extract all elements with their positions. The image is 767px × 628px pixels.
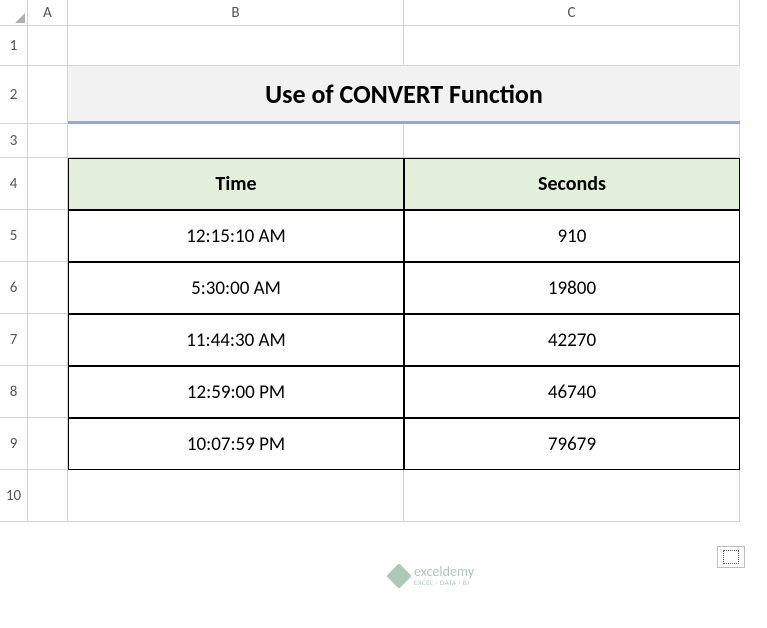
row-header-4[interactable]: 4 [0,158,28,210]
table-header-time[interactable]: Time [68,158,404,210]
cell-seconds-3[interactable]: 46740 [404,366,740,418]
col-header-c[interactable]: C [404,0,740,26]
cell-a9[interactable] [28,418,68,470]
cell-b1[interactable] [68,26,404,66]
cell-c10[interactable] [404,470,740,522]
row-header-1[interactable]: 1 [0,26,28,66]
row-header-3[interactable]: 3 [0,124,28,158]
table-header-seconds[interactable]: Seconds [404,158,740,210]
col-header-a[interactable]: A [28,0,68,26]
cell-a5[interactable] [28,210,68,262]
cell-a4[interactable] [28,158,68,210]
cell-seconds-4[interactable]: 79679 [404,418,740,470]
cell-c1[interactable] [404,26,740,66]
cell-time-0[interactable]: 12:15:10 AM [68,210,404,262]
cell-a10[interactable] [28,470,68,522]
watermark: exceldemy EXCEL · DATA · BI [390,565,474,586]
cell-a6[interactable] [28,262,68,314]
cell-seconds-2[interactable]: 42270 [404,314,740,366]
spreadsheet-grid: A B C 1 2 Use of CONVERT Function 3 4 Ti… [0,0,767,522]
cell-c3[interactable] [404,124,740,158]
cell-time-1[interactable]: 5:30:00 AM [68,262,404,314]
select-all-corner[interactable] [0,0,28,26]
cell-b3[interactable] [68,124,404,158]
row-header-8[interactable]: 8 [0,366,28,418]
col-header-b[interactable]: B [68,0,404,26]
row-header-7[interactable]: 7 [0,314,28,366]
cell-a8[interactable] [28,366,68,418]
row-header-6[interactable]: 6 [0,262,28,314]
cell-a7[interactable] [28,314,68,366]
row-header-9[interactable]: 9 [0,418,28,470]
quick-analysis-icon[interactable] [717,546,745,568]
row-header-10[interactable]: 10 [0,470,28,522]
cell-seconds-0[interactable]: 910 [404,210,740,262]
watermark-sub: EXCEL · DATA · BI [414,579,474,586]
cell-a2[interactable] [28,66,68,124]
cell-time-2[interactable]: 11:44:30 AM [68,314,404,366]
cell-b10[interactable] [68,470,404,522]
title-cell[interactable]: Use of CONVERT Function [68,66,740,124]
watermark-logo-icon [386,563,411,588]
watermark-main: exceldemy [414,565,474,579]
row-header-5[interactable]: 5 [0,210,28,262]
cell-a1[interactable] [28,26,68,66]
row-header-2[interactable]: 2 [0,66,28,124]
cell-a3[interactable] [28,124,68,158]
cell-seconds-1[interactable]: 19800 [404,262,740,314]
cell-time-4[interactable]: 10:07:59 PM [68,418,404,470]
cell-time-3[interactable]: 12:59:00 PM [68,366,404,418]
